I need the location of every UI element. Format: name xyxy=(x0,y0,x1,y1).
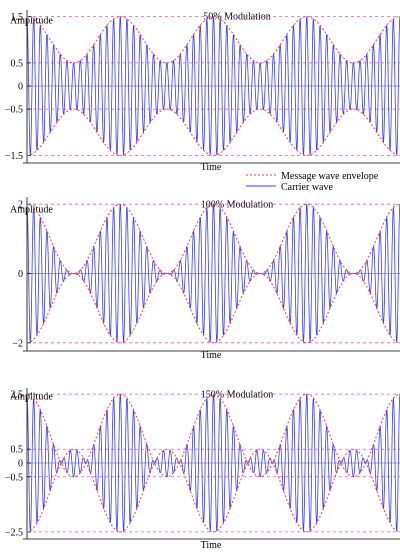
legend: Message wave envelope Carrier wave xyxy=(246,171,379,193)
y-tick-label: 0.5 xyxy=(11,445,24,456)
x-axis-label: Time xyxy=(201,162,222,173)
lower-envelope-line xyxy=(26,448,400,533)
lower-envelope-line xyxy=(26,272,400,344)
lower-envelope-line xyxy=(26,108,400,156)
upper-envelope-line xyxy=(26,203,400,275)
y-tick-label: −2 xyxy=(12,338,23,349)
y-tick-label: 2.5 xyxy=(11,390,24,401)
chart-panel-2: 100% Modulation Amplitude Time −2 0 2 xyxy=(10,197,400,361)
chart-panel-1: 50% ModulationAmplitudeTime−1.5−0.500.51… xyxy=(5,10,400,173)
y-tick-label: −0.5 xyxy=(5,472,23,483)
y-tick-label: 0 xyxy=(18,82,23,93)
chart-title: 100% Modulation xyxy=(201,199,274,210)
upper-envelope-line xyxy=(26,16,400,64)
legend-label-carrier: Carrier wave xyxy=(281,182,333,193)
y-tick-label: −0.5 xyxy=(5,105,23,116)
y-axis-label: Amplitude xyxy=(10,204,53,215)
y-tick-label: −1.5 xyxy=(5,151,23,162)
y-tick-label: 0.5 xyxy=(11,58,24,69)
y-axis-label: Amplitude xyxy=(10,391,53,402)
y-tick-label: 0 xyxy=(18,459,23,470)
x-axis-label: Time xyxy=(201,350,222,361)
x-axis-label: Time xyxy=(201,540,222,551)
carrier-wave-line xyxy=(26,16,400,156)
chart-panel-3: 150% Modulation Amplitude Time −2.5 −0.5 0 0.5… xyxy=(5,388,400,551)
upper-envelope-line xyxy=(26,393,400,478)
y-tick-label: 2 xyxy=(18,200,23,211)
y-axis-label: Amplitude xyxy=(10,15,53,26)
y-tick-label: 0 xyxy=(18,269,23,280)
carrier-wave-line xyxy=(26,394,400,532)
carrier-wave-line xyxy=(26,204,400,343)
y-tick-label: −2.5 xyxy=(5,527,23,538)
chart-title: 150% Modulation xyxy=(201,389,274,400)
legend-label-envelope: Message wave envelope xyxy=(281,171,379,182)
y-tick-label: 1.5 xyxy=(11,12,24,23)
chart-panels: 50% ModulationAmplitudeTime−1.5−0.500.51… xyxy=(5,10,400,551)
